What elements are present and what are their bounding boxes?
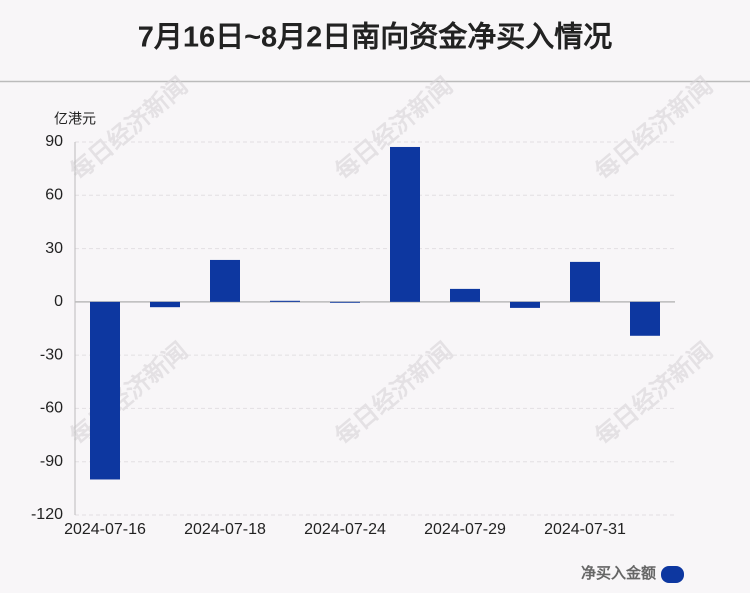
x-tick-label: 2024-07-29 (424, 521, 506, 538)
bar (210, 259, 240, 302)
legend-label: 净买入金额 (581, 564, 656, 582)
y-tick-label: -90 (40, 453, 63, 470)
bar (150, 301, 180, 308)
y-tick-label: -60 (40, 400, 63, 417)
bar (570, 261, 600, 302)
y-tick-label: 0 (54, 293, 63, 310)
y-tick-label: 60 (45, 187, 63, 204)
x-tick-label: 2024-07-24 (304, 521, 386, 538)
y-tick-label: 90 (45, 133, 63, 150)
bar (510, 301, 540, 308)
bar (90, 301, 120, 480)
bar (270, 300, 300, 302)
y-axis-label: 亿港元 (54, 111, 96, 127)
bar (630, 301, 660, 336)
x-tick-label: 2024-07-18 (184, 521, 266, 538)
x-tick-label: 2024-07-16 (64, 521, 146, 538)
y-tick-label: -30 (40, 346, 63, 363)
y-tick-label: 30 (45, 240, 63, 257)
y-tick-label: -120 (31, 506, 63, 523)
bar (390, 146, 420, 302)
legend-marker (661, 566, 684, 583)
x-tick-label: 2024-07-31 (544, 521, 626, 538)
bar (330, 301, 360, 303)
chart-title: 7月16日~8月2日南向资金净买入情况 (138, 20, 613, 54)
plot-area: -120 -90 -60 -30 0 30 60 90 2024-07-16 2024-07-18… (31, 133, 675, 538)
bar (450, 288, 480, 302)
